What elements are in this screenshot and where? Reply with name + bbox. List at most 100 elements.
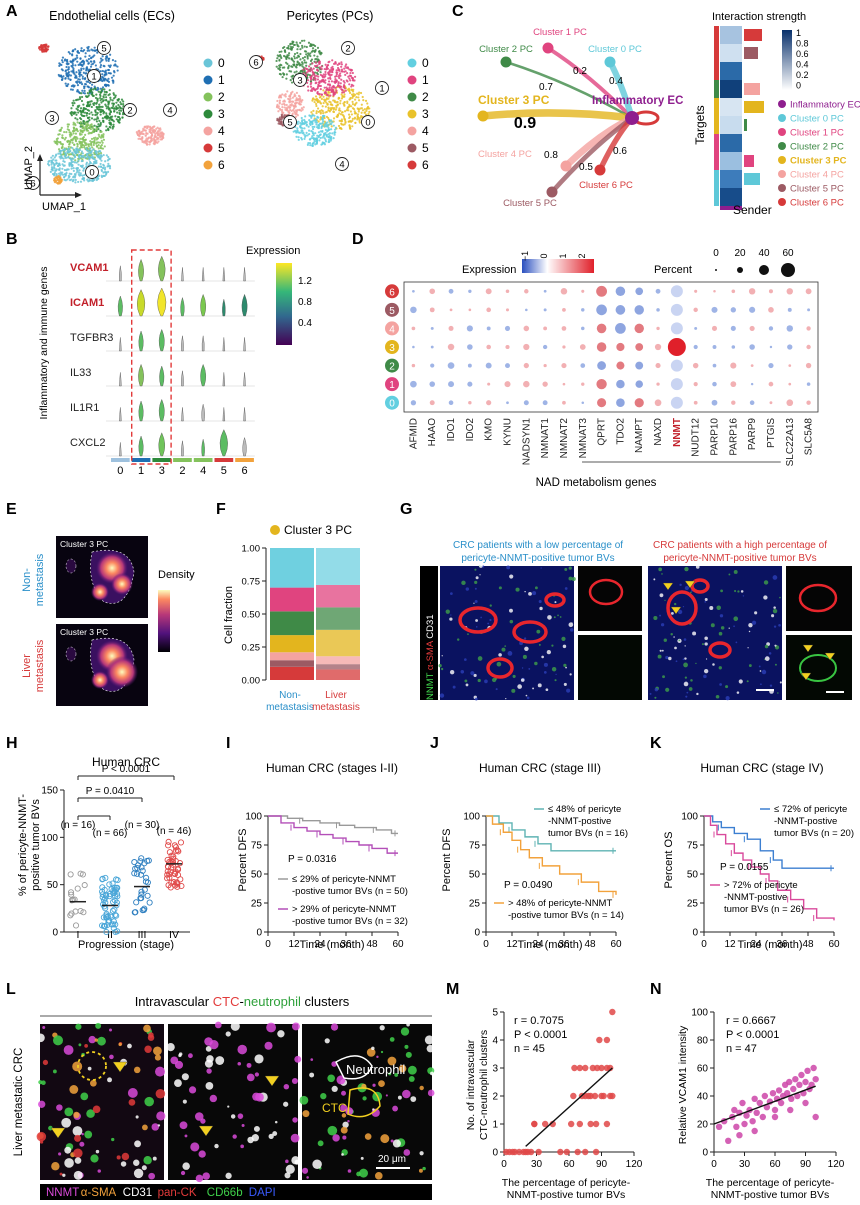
ctc-outline	[347, 1087, 381, 1118]
umap-point	[90, 56, 93, 59]
n-label: (n = 66)	[93, 828, 128, 839]
arrowhead	[824, 652, 836, 661]
umap-point	[74, 138, 77, 141]
umap-point	[291, 59, 294, 62]
stain-speckle	[684, 585, 690, 591]
umap-point	[97, 156, 100, 159]
stain-speckle	[324, 1038, 330, 1044]
umap-point	[76, 118, 79, 121]
umap-point	[79, 125, 82, 128]
umap-point	[324, 81, 327, 84]
stain-speckle	[774, 663, 777, 666]
umap-point	[75, 80, 78, 84]
umap-point	[319, 136, 322, 140]
umap-point	[309, 85, 313, 88]
umap-point	[294, 65, 297, 68]
stain-speckle	[359, 1168, 369, 1178]
panel-letter: M	[446, 981, 459, 998]
umap-point	[306, 85, 310, 88]
data-point	[177, 876, 184, 883]
umap-point	[67, 77, 70, 80]
umap-point	[79, 137, 82, 140]
violin	[200, 293, 206, 317]
panel-K: K Human CRC (stage IV) Percent OS Time (…	[650, 735, 854, 951]
stain-speckle	[378, 1080, 385, 1087]
data-point	[598, 1092, 605, 1100]
umap-point	[314, 82, 317, 85]
umap-point	[148, 140, 151, 144]
stain-speckle	[526, 696, 530, 700]
umap-point	[62, 75, 65, 78]
data-point	[743, 1112, 750, 1119]
umap-point	[298, 102, 301, 105]
umap-point	[105, 129, 108, 132]
legend-label: 0	[422, 56, 429, 70]
stain-speckle	[684, 645, 686, 647]
umap-point	[47, 45, 50, 48]
umap-point	[102, 138, 106, 141]
umap-point	[296, 131, 299, 134]
umap-point	[289, 108, 292, 112]
sender-color-bar	[720, 206, 742, 210]
umap-point	[299, 58, 302, 61]
panel-letter: H	[6, 735, 18, 752]
umap-point	[308, 142, 312, 145]
stain-speckle	[225, 1031, 231, 1037]
umap-point	[91, 113, 94, 116]
stain-speckle	[205, 1081, 214, 1090]
legend-swatch	[203, 160, 213, 170]
stain-speckle	[670, 611, 674, 615]
stain-legend-label: CD66b	[207, 1187, 243, 1199]
legend-swatch	[778, 142, 786, 150]
umap-point	[43, 49, 46, 52]
umap-point	[59, 157, 62, 160]
data-point	[787, 1106, 794, 1114]
umap-point	[74, 132, 78, 135]
umap-point	[280, 64, 283, 67]
umap-point	[295, 113, 298, 116]
umap-point	[88, 156, 91, 159]
umap-point	[83, 89, 86, 92]
stain-speckle	[48, 1125, 53, 1131]
tick-label: 24	[532, 939, 544, 950]
umap-point	[99, 96, 102, 100]
data-point	[749, 1118, 756, 1125]
umap-point	[309, 54, 312, 58]
stain-speckle	[673, 636, 675, 638]
colorbar-tick: 1.2	[298, 276, 312, 287]
micrograph-high-main	[648, 566, 782, 700]
umap-point	[79, 123, 83, 127]
expression-dot	[412, 289, 415, 293]
stain-speckle	[456, 638, 460, 641]
stain-speckle	[274, 1120, 278, 1124]
umap-point	[368, 110, 371, 114]
umap-point	[343, 103, 346, 106]
legend-swatch	[407, 143, 417, 153]
stain-speckle	[214, 1021, 222, 1029]
umap-point	[98, 149, 101, 153]
stain-speckle	[97, 1169, 101, 1173]
neutrophil-label: Neutrophil	[346, 1062, 405, 1077]
stain-speckle	[342, 1135, 347, 1140]
umap-point	[316, 46, 320, 50]
umap-point	[333, 92, 336, 96]
umap-point	[92, 137, 95, 140]
umap-point	[289, 79, 292, 82]
density-hotspot	[91, 583, 109, 601]
umap-point	[363, 108, 366, 111]
umap-point	[343, 100, 346, 104]
umap-point	[297, 120, 300, 123]
heatmap-cell	[720, 134, 742, 152]
umap-point	[97, 133, 100, 136]
stain-speckle	[685, 695, 688, 698]
umap-point	[329, 74, 332, 77]
umap-point	[101, 105, 104, 108]
violin	[119, 407, 122, 422]
umap-point	[116, 69, 119, 72]
umap-point	[301, 119, 304, 122]
legend-label: -postive tumor BVs (n = 14)	[508, 910, 624, 921]
umap-point	[311, 125, 314, 128]
umap-point	[98, 103, 101, 106]
umap-point	[71, 53, 74, 56]
